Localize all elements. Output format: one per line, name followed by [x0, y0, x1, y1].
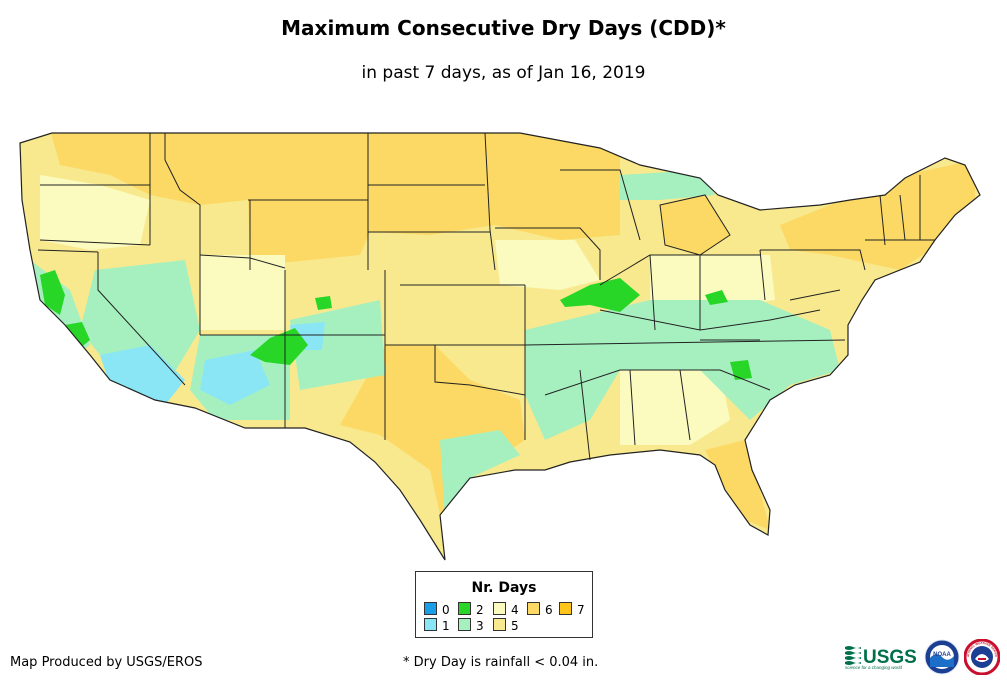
legend-label: 6	[545, 603, 553, 617]
region-2-days-california	[40, 270, 65, 315]
legend-label: 1	[442, 619, 450, 633]
noaa-wordmark: NOAA	[933, 652, 951, 658]
legend-item-4: 4	[493, 602, 519, 617]
region-6-days-northeast	[780, 160, 975, 270]
usgs-wordmark: USGS	[863, 647, 917, 668]
legend-swatch	[458, 618, 471, 631]
region-6-days-florida	[705, 440, 770, 530]
noaa-logo: NOAA	[924, 639, 960, 675]
legend-swatch	[527, 602, 540, 615]
state-boundaries	[19, 132, 981, 561]
region-6-days-north	[50, 133, 620, 262]
region-3-days-newmexico	[290, 300, 385, 390]
region-3-days-nevada	[80, 260, 200, 380]
map-title: Maximum Consecutive Dry Days (CDD)*	[281, 16, 726, 40]
legend-item-1: 1	[424, 618, 450, 633]
legend-item-0: 0	[424, 602, 450, 617]
region-1-day-socal	[100, 345, 185, 405]
region-4-days-southeast	[620, 370, 730, 445]
region-4-days-iowa	[495, 240, 600, 290]
legend-label: 7	[577, 603, 585, 617]
region-2-days-indiana	[705, 290, 728, 305]
legend-swatch	[493, 618, 506, 631]
legend-label: 3	[476, 619, 484, 633]
region-3-days-great-lakes	[620, 170, 715, 200]
region-6-days-michigan	[660, 195, 730, 255]
legend-title: Nr. Days	[471, 580, 537, 596]
legend-item-3: 3	[458, 618, 484, 633]
region-2-days-arizona	[250, 328, 308, 365]
legend-box: Nr. Days 0 1 2 3 4 5 6 7	[415, 571, 593, 638]
region-2-days-missouri	[560, 278, 640, 312]
legend-label: 5	[511, 619, 519, 633]
dry-day-footnote: * Dry Day is rainfall < 0.04 in.	[403, 655, 599, 670]
legend-label: 4	[511, 603, 519, 617]
legend-item-6: 6	[527, 602, 553, 617]
legend-item-5: 5	[493, 618, 519, 633]
legend-swatch	[424, 618, 437, 631]
map-credit: Map Produced by USGS/EROS	[10, 655, 203, 670]
map-subtitle: in past 7 days, as of Jan 16, 2019	[361, 63, 646, 83]
region-2-days-colorado	[315, 296, 332, 310]
region-4-days-ohio	[650, 255, 775, 310]
region-6-days-southplains	[340, 345, 525, 515]
legend-swatch	[458, 602, 471, 615]
cdd-regions	[30, 133, 975, 530]
legend-swatch	[493, 602, 506, 615]
nws-logo: NATIONAL WEATHER SERVICE	[964, 639, 1000, 675]
usgs-tagline: science for a changing world	[845, 665, 903, 670]
region-4-days-utah	[200, 255, 285, 330]
region-3-days-texas-coast	[440, 430, 520, 520]
legend-item-7: 7	[559, 602, 585, 617]
legend-swatch	[559, 602, 572, 615]
region-2-days-carolinas	[730, 360, 752, 380]
legend-swatch	[424, 602, 437, 615]
usgs-logo: USGS science for a changing world	[845, 646, 917, 670]
legend-label: 2	[476, 603, 484, 617]
region-4-days-northwest	[40, 175, 150, 250]
region-1-day-arizona	[200, 350, 270, 405]
legend-label: 0	[442, 603, 450, 617]
legend-item-2: 2	[458, 602, 484, 617]
